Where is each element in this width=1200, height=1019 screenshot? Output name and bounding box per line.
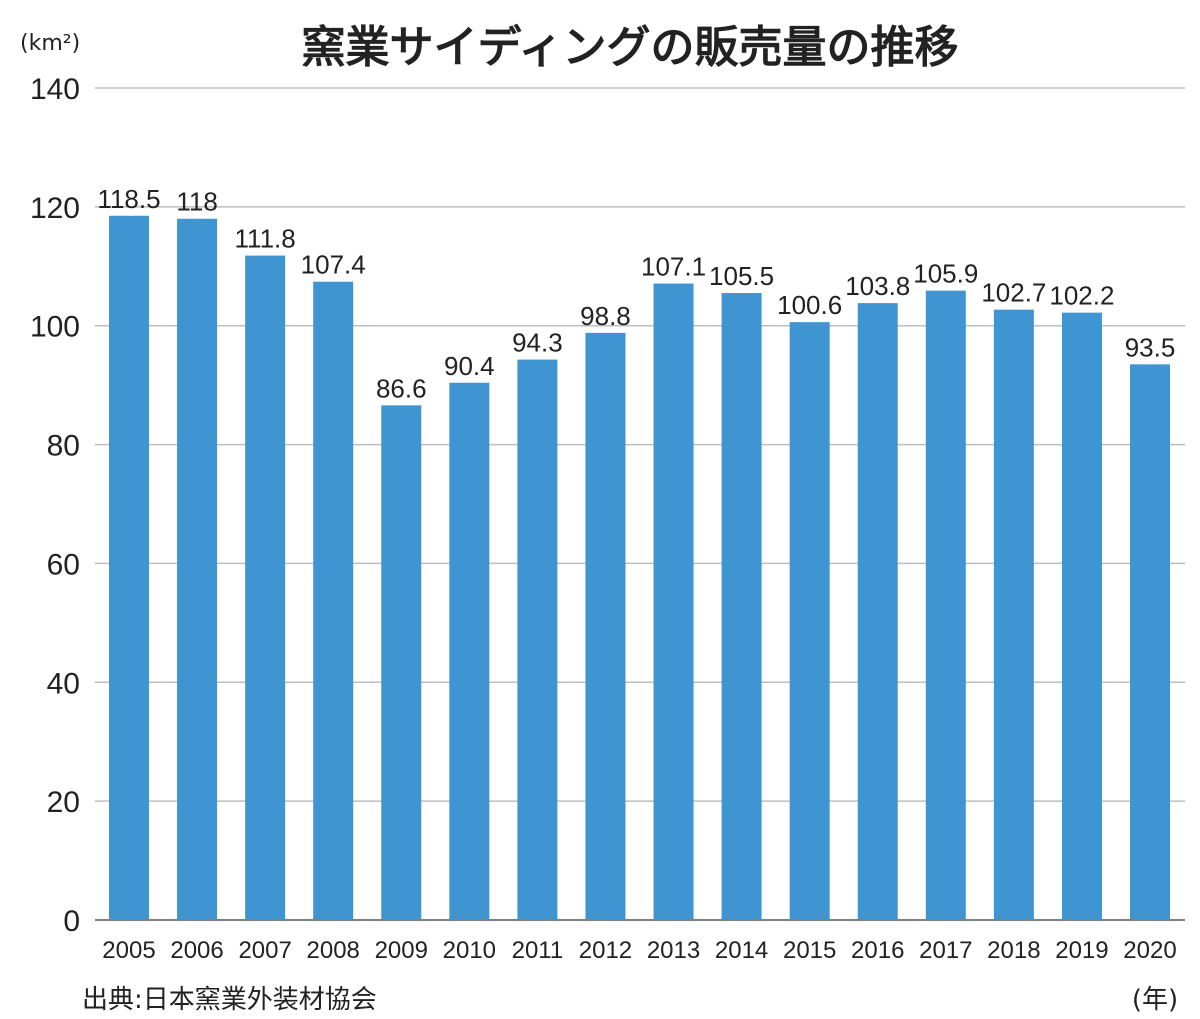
data-label: 94.3 xyxy=(512,328,563,358)
bar-2012 xyxy=(585,332,626,920)
bar-2016 xyxy=(857,303,898,920)
y-tick-label: 60 xyxy=(47,548,80,581)
bar-2019 xyxy=(1061,312,1102,920)
bar-2015 xyxy=(789,322,830,920)
data-label: 105.5 xyxy=(709,261,774,291)
x-axis-ticks: 2005 2006 2007 2008 2009 2010 2011 2012 2013 2014… xyxy=(102,937,1176,964)
x-tick-label: 2020 xyxy=(1123,937,1176,964)
x-tick-label: 2014 xyxy=(715,937,768,964)
data-label: 86.6 xyxy=(376,373,427,403)
data-label: 93.5 xyxy=(1125,332,1176,362)
bar-2020 xyxy=(1130,364,1170,920)
bar-2011 xyxy=(517,359,558,920)
bar-2009 xyxy=(381,405,422,920)
y-tick-label: 140 xyxy=(30,73,80,106)
data-label: 118.5 xyxy=(97,184,160,214)
y-axis-ticks: 0 20 40 60 80 100 120 140 xyxy=(30,73,80,938)
bar-2005 xyxy=(109,215,149,920)
data-label: 107.1 xyxy=(641,252,706,282)
x-tick-label: 2012 xyxy=(579,937,632,964)
y-tick-label: 20 xyxy=(47,786,80,819)
bar-2006 xyxy=(177,218,218,920)
x-tick-label: 2018 xyxy=(987,937,1040,964)
x-tick-label: 2017 xyxy=(919,937,972,964)
bars xyxy=(109,215,1170,921)
x-tick-label: 2019 xyxy=(1055,937,1108,964)
x-tick-label: 2005 xyxy=(102,937,155,964)
data-label: 102.7 xyxy=(981,278,1046,308)
data-label: 102.2 xyxy=(1049,281,1114,311)
data-label: 90.4 xyxy=(444,351,495,381)
y-tick-label: 0 xyxy=(63,905,80,938)
x-axis-unit: (年) xyxy=(1132,985,1178,1015)
bar-2018 xyxy=(993,309,1034,920)
bar-2013 xyxy=(653,283,694,920)
data-label: 103.8 xyxy=(845,271,910,301)
data-label: 100.6 xyxy=(777,290,842,320)
x-tick-label: 2010 xyxy=(443,937,496,964)
x-tick-label: 2015 xyxy=(783,937,836,964)
y-tick-label: 100 xyxy=(30,311,80,344)
y-axis-unit: (km²) xyxy=(20,31,80,56)
y-tick-label: 80 xyxy=(47,430,80,463)
data-label: 118 xyxy=(176,187,217,217)
y-tick-label: 40 xyxy=(47,667,80,700)
x-tick-label: 2008 xyxy=(307,937,360,964)
bar-2008 xyxy=(313,281,354,920)
x-tick-label: 2013 xyxy=(647,937,700,964)
data-label: 98.8 xyxy=(580,301,631,331)
data-label: 111.8 xyxy=(235,224,296,254)
x-tick-label: 2016 xyxy=(851,937,904,964)
bar-2017 xyxy=(925,290,966,920)
x-tick-label: 2009 xyxy=(375,937,428,964)
x-tick-label: 2011 xyxy=(512,937,564,964)
chart-title: 窯業サイディングの販売量の推移 xyxy=(302,22,959,73)
bar-2014 xyxy=(721,293,762,920)
source-note: 出典:日本窯業外装材協会 xyxy=(82,985,377,1015)
x-tick-label: 2007 xyxy=(238,937,291,964)
data-label: 105.9 xyxy=(913,259,978,289)
bar-2010 xyxy=(449,382,490,920)
x-tick-label: 2006 xyxy=(170,937,223,964)
y-tick-label: 120 xyxy=(30,192,80,225)
bar-2007 xyxy=(245,255,286,921)
data-label: 107.4 xyxy=(301,250,366,280)
